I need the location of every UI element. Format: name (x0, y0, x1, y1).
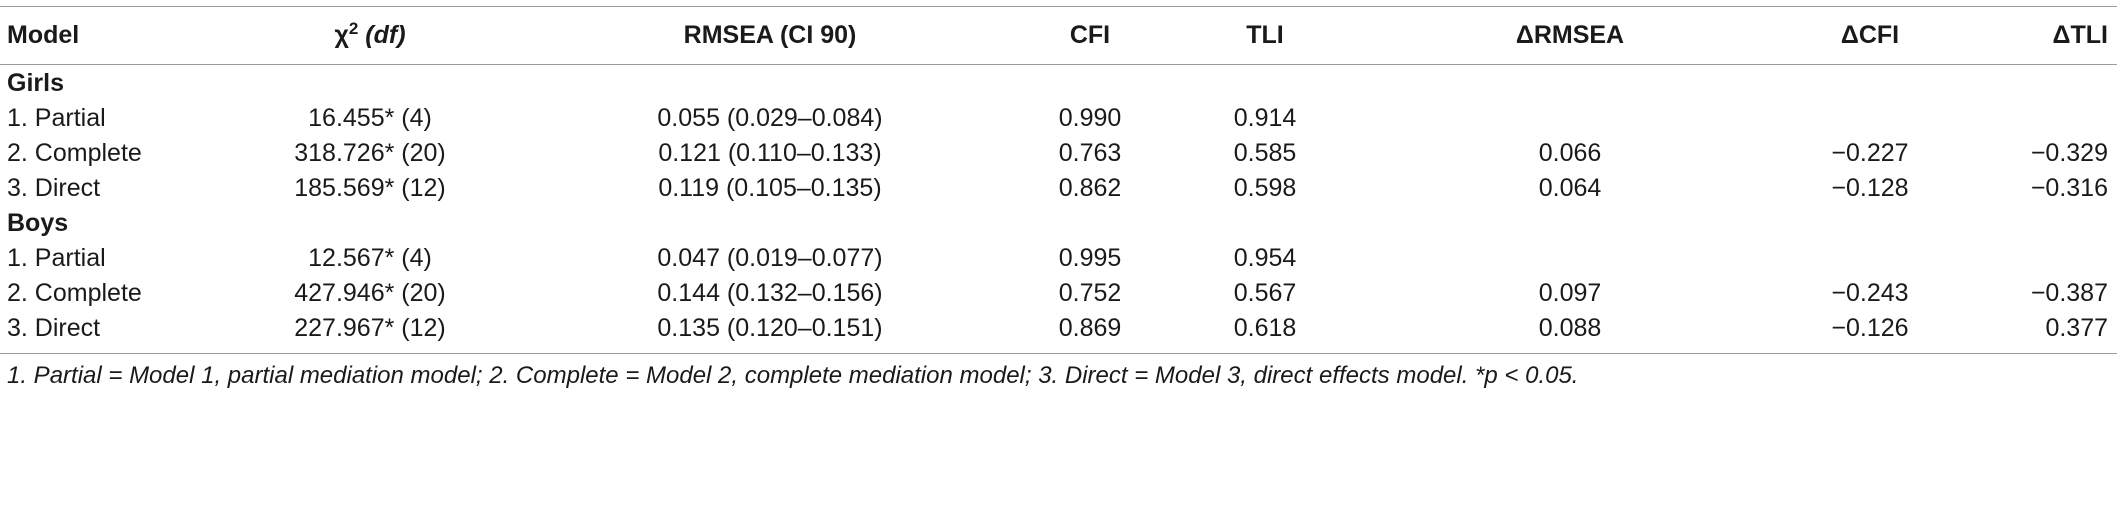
tli-cell: 0.914 (1233, 104, 1297, 132)
table-row: 2. Complete 318.726* (20) 0.121 (0.110–0… (0, 136, 2117, 171)
cfi-cell: 0.752 (1058, 279, 1122, 307)
table-row: 2. Complete 427.946* (20) 0.144 (0.132–0… (0, 276, 2117, 311)
table-header: Model χ2 (df) RMSEA (CI 90) CFI TLI ΔRMS… (0, 18, 2117, 62)
tli-cell: 0.567 (1233, 279, 1297, 307)
cfi-cell: 0.995 (1058, 244, 1122, 272)
cfi-cell: 0.869 (1058, 314, 1122, 342)
cfi-cell: 0.990 (1058, 104, 1122, 132)
group-label: Girls (7, 69, 64, 97)
delta-tli-cell: −0.329 (2030, 139, 2108, 167)
delta-cfi-cell: −0.128 (1831, 174, 1909, 202)
table-row: 3. Direct 227.967* (12) 0.135 (0.120–0.1… (0, 311, 2117, 346)
chi-cell: 185.569* (12) (294, 174, 446, 202)
delta-tli-cell: −0.387 (2030, 279, 2108, 307)
rmsea-cell: 0.144 (0.132–0.156) (657, 279, 883, 307)
rmsea-cell: 0.055 (0.029–0.084) (657, 104, 883, 132)
table-row: 1. Partial 12.567* (4) 0.047 (0.019–0.07… (0, 241, 2117, 276)
tli-cell: 0.585 (1233, 139, 1297, 167)
delta-rmsea-cell: 0.097 (1538, 279, 1602, 307)
chi-cell: 227.967* (12) (294, 314, 446, 342)
model-cell: 2. Complete (7, 139, 142, 167)
cfi-cell: 0.862 (1058, 174, 1122, 202)
table-row: 3. Direct 185.569* (12) 0.119 (0.105–0.1… (0, 171, 2117, 206)
delta-rmsea-cell: 0.066 (1538, 139, 1602, 167)
chi-cell: 427.946* (20) (294, 279, 446, 307)
tli-cell: 0.618 (1233, 314, 1297, 342)
tli-cell: 0.954 (1233, 244, 1297, 272)
chi-cell: 318.726* (20) (294, 139, 446, 167)
chi-cell: 12.567* (4) (308, 244, 432, 272)
header-model: Model (7, 21, 80, 49)
delta-tli-cell: 0.377 (2045, 314, 2108, 342)
bottom-rule (0, 353, 2117, 354)
model-cell: 3. Direct (7, 174, 101, 202)
delta-cfi-cell: −0.126 (1831, 314, 1909, 342)
rmsea-cell: 0.135 (0.120–0.151) (657, 314, 883, 342)
header-delta-rmsea: ΔRMSEA (1515, 21, 1625, 49)
chi-cell: 16.455* (4) (308, 104, 432, 132)
delta-cfi-cell: −0.227 (1831, 139, 1909, 167)
table-row: 1. Partial 16.455* (4) 0.055 (0.029–0.08… (0, 101, 2117, 136)
model-cell: 1. Partial (7, 244, 106, 272)
delta-tli-cell: −0.316 (2030, 174, 2108, 202)
model-cell: 3. Direct (7, 314, 101, 342)
rmsea-cell: 0.119 (0.105–0.135) (658, 174, 882, 202)
rmsea-cell: 0.121 (0.110–0.133) (658, 139, 882, 167)
rmsea-cell: 0.047 (0.019–0.077) (657, 244, 883, 272)
delta-rmsea-cell: 0.064 (1538, 174, 1602, 202)
header-rmsea: RMSEA (CI 90) (683, 21, 857, 49)
group-label-row: Girls (0, 66, 2117, 101)
header-delta-tli: ΔTLI (2052, 21, 2108, 49)
model-cell: 2. Complete (7, 279, 142, 307)
header-tli: TLI (1246, 21, 1284, 49)
cfi-cell: 0.763 (1058, 139, 1122, 167)
delta-cfi-cell: −0.243 (1831, 279, 1909, 307)
top-rule (0, 6, 2117, 7)
group-label-row: Boys (0, 206, 2117, 241)
model-cell: 1. Partial (7, 104, 106, 132)
header-chi-square: χ2 (df) (334, 19, 406, 49)
delta-rmsea-cell: 0.088 (1538, 314, 1602, 342)
group-label: Boys (7, 209, 69, 237)
table-footnote: 1. Partial = Model 1, partial mediation … (7, 362, 1579, 389)
header-rule (0, 64, 2117, 65)
tli-cell: 0.598 (1233, 174, 1297, 202)
header-delta-cfi: ΔCFI (1840, 21, 1900, 49)
header-cfi: CFI (1069, 21, 1111, 49)
